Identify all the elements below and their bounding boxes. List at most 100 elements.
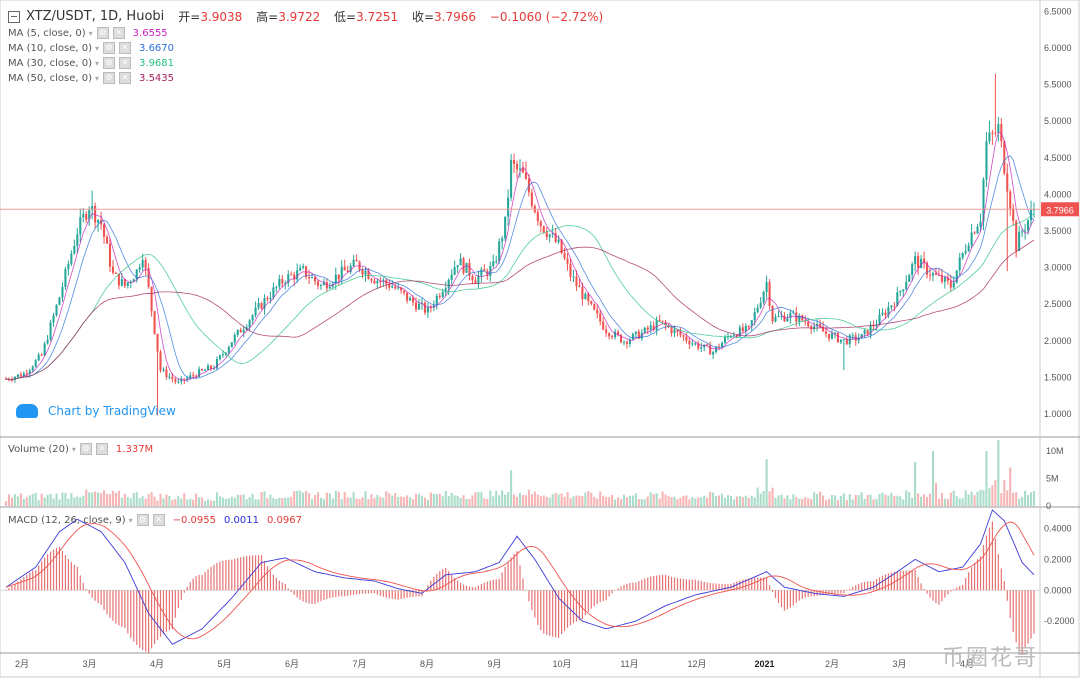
macd-histogram-bar: [272, 574, 274, 591]
volume-bar: [884, 494, 887, 506]
candle-body: [792, 312, 795, 314]
macd-histogram-bar: [492, 579, 494, 591]
gear-icon[interactable]: ⚙: [103, 57, 116, 69]
ma50-legend[interactable]: MA (50, close, 0) ▾ ⚙ ✕ 3.5435: [8, 72, 174, 84]
candle-body: [447, 279, 450, 289]
ma10-legend[interactable]: MA (10, close, 0) ▾ ⚙ ✕ 3.6670: [8, 42, 174, 54]
macd-histogram-bar: [971, 567, 973, 591]
candle-body: [305, 266, 308, 277]
macd-histogram-bar: [320, 590, 322, 602]
close-icon[interactable]: ✕: [119, 72, 132, 84]
macd-histogram-bar: [385, 590, 387, 598]
volume-bar: [171, 500, 174, 506]
chevron-down-icon[interactable]: ▾: [88, 28, 93, 38]
macd-histogram-bar: [64, 555, 67, 591]
volume-bar: [792, 494, 795, 506]
candle-body: [548, 234, 551, 238]
volume-bar: [70, 493, 73, 506]
volume-bar: [471, 495, 474, 506]
gear-icon[interactable]: ⚙: [103, 72, 116, 84]
macd-histogram-bar: [982, 545, 985, 591]
candle-body: [79, 217, 82, 235]
candle-body: [896, 292, 899, 307]
ma30-legend[interactable]: MA (30, close, 0) ▾ ⚙ ✕ 3.9681: [8, 57, 174, 69]
volume-bar: [934, 483, 937, 506]
macd-histogram-bar: [46, 554, 49, 591]
macd-histogram-bar: [572, 590, 575, 624]
chevron-down-icon[interactable]: ▾: [95, 58, 100, 68]
candle-body: [611, 336, 614, 338]
close-icon[interactable]: ✕: [95, 443, 108, 455]
volume-bar: [266, 498, 269, 506]
volume-bar: [406, 495, 409, 506]
macd-histogram-bar: [905, 570, 907, 591]
volume-legend[interactable]: Volume (20) ▾ ⚙ ✕ 1.337M: [8, 443, 153, 455]
macd-histogram-bar: [979, 556, 982, 591]
gear-icon[interactable]: ⚙: [79, 443, 92, 455]
macd-legend[interactable]: MACD (12, 26, close, 9) ▾ ⚙ ✕ −0.0955 0.00…: [8, 514, 302, 526]
volume-bar: [495, 490, 498, 506]
candle-body: [521, 168, 525, 173]
gear-icon[interactable]: ⚙: [96, 27, 109, 39]
gear-icon[interactable]: ⚙: [103, 42, 116, 54]
candle-body: [438, 295, 441, 297]
macd-histogram-bar: [1006, 590, 1008, 601]
candle-body: [361, 269, 364, 275]
macd-histogram-bar: [602, 590, 604, 602]
volume-bar: [729, 496, 732, 506]
gear-icon[interactable]: ⚙: [136, 514, 149, 526]
macd-histogram-bar: [1012, 590, 1014, 633]
volume-bar: [302, 492, 305, 506]
macd-histogram-bar: [947, 590, 949, 595]
volume-bar: [456, 495, 459, 506]
volume-bar: [911, 497, 914, 506]
candle-body: [884, 312, 887, 316]
volume-bar: [655, 493, 658, 506]
chevron-down-icon[interactable]: ▾: [95, 73, 100, 83]
close-icon[interactable]: ✕: [152, 514, 165, 526]
candle-body: [388, 283, 391, 288]
tradingview-brand[interactable]: Chart by TradingView: [16, 404, 176, 418]
macd-histogram-bar: [100, 590, 102, 605]
volume-bar: [346, 497, 349, 506]
macd-histogram-bar: [676, 578, 679, 591]
macd-histogram-bar: [543, 590, 545, 634]
time-tick-label: 2月: [15, 659, 29, 669]
chevron-down-icon[interactable]: ▾: [95, 43, 100, 53]
candle-body: [643, 327, 646, 333]
chevron-down-icon[interactable]: ▾: [128, 515, 133, 525]
volume-bar: [756, 487, 759, 506]
close-icon[interactable]: ✕: [112, 27, 125, 39]
macd-histogram-bar: [733, 582, 735, 591]
macd-histogram-bar: [139, 590, 141, 648]
candle-body: [614, 331, 617, 337]
candle-body: [557, 239, 560, 242]
candle-body: [887, 307, 890, 316]
candle-body: [634, 331, 637, 334]
candle-body: [536, 212, 539, 222]
macd-histogram-bar: [480, 584, 482, 591]
candle-body: [355, 259, 358, 262]
candle-body: [340, 266, 343, 280]
macd-histogram-bar: [127, 590, 129, 634]
volume-bar: [432, 493, 435, 506]
close-icon[interactable]: ✕: [119, 57, 132, 69]
volume-bar: [976, 491, 979, 506]
candle-body: [156, 333, 159, 352]
candle-body: [801, 315, 804, 321]
candle-body: [914, 256, 917, 265]
close-icon[interactable]: ✕: [119, 42, 132, 54]
volume-bar: [198, 497, 201, 506]
collapse-icon[interactable]: [8, 10, 20, 23]
chevron-down-icon[interactable]: ▾: [71, 444, 76, 454]
macd-tick-label: 0.2000: [1044, 554, 1072, 564]
candle-body: [34, 360, 37, 367]
volume-bar: [744, 495, 747, 506]
ma5-legend[interactable]: MA (5, close, 0) ▾ ⚙ ✕ 3.6555: [8, 27, 168, 39]
candle-body: [462, 258, 465, 273]
volume-bar: [513, 494, 516, 506]
candle-body: [73, 245, 76, 254]
candle-body: [117, 273, 120, 286]
candle-body: [804, 320, 807, 323]
